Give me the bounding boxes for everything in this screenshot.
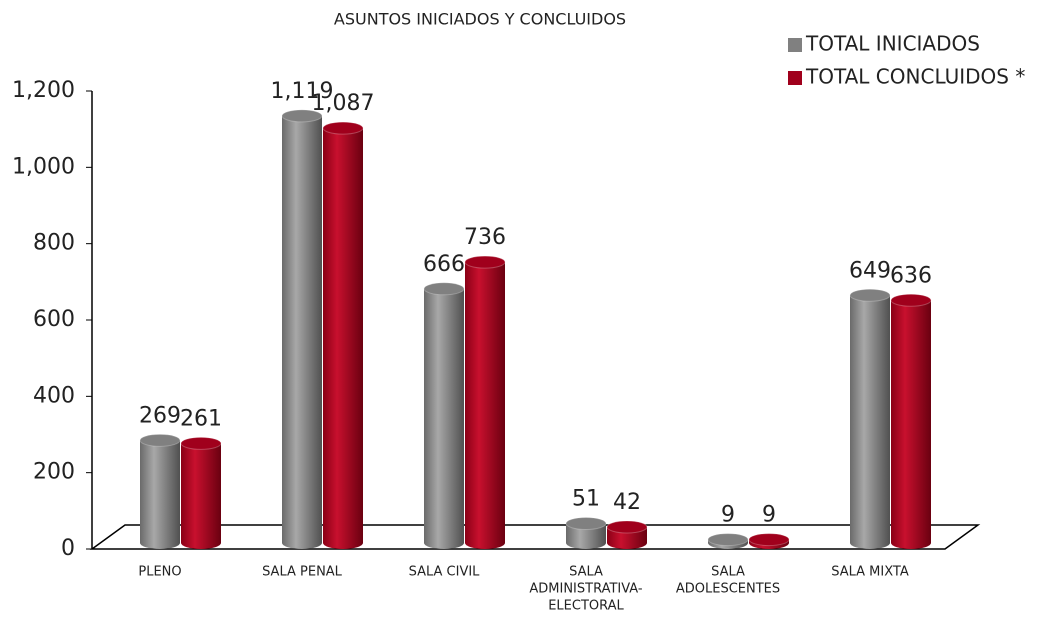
bar-part (424, 288, 464, 543)
data-label: 1,119 (271, 79, 334, 104)
data-label: 736 (464, 225, 506, 250)
y-tick-label: 1,000 (12, 154, 75, 179)
y-tick-label: 800 (33, 231, 75, 256)
bar-part (464, 255, 506, 269)
data-label: 1,087 (312, 91, 375, 116)
bar-part (423, 282, 465, 296)
bar (180, 436, 222, 549)
x-tick-label: SALA MIXTA (831, 565, 909, 580)
bar-part (281, 109, 323, 123)
bar (849, 288, 891, 549)
data-label: 9 (762, 503, 776, 528)
legend-swatch (788, 71, 802, 85)
x-tick-label: SALA (711, 565, 745, 580)
bar (139, 433, 181, 549)
bar (464, 255, 506, 549)
x-tick-label: SALA CIVIL (409, 565, 481, 580)
y-tick-label: 0 (61, 536, 75, 561)
bar (606, 520, 648, 549)
bar-part (748, 533, 790, 547)
bar (890, 293, 932, 549)
chart-title: ASUNTOS INICIADOS Y CONCLUIDOS (334, 10, 626, 29)
bar (281, 109, 323, 549)
y-tick-label: 600 (33, 307, 75, 332)
bar-part (890, 293, 932, 307)
bar-part (180, 436, 222, 450)
bar-part (181, 443, 221, 543)
bar-part (139, 433, 181, 447)
bar (748, 533, 790, 549)
bar-part (849, 288, 891, 302)
bar-part (323, 128, 363, 543)
bar-part (282, 115, 322, 543)
y-tick-label: 200 (33, 460, 75, 485)
data-label: 51 (572, 487, 600, 512)
x-tick-label: SALA PENAL (262, 565, 343, 580)
floor (89, 524, 981, 550)
bar-part (891, 300, 931, 543)
y-tick-label: 400 (33, 383, 75, 408)
x-tick-label: ADOLESCENTES (676, 582, 780, 597)
legend-swatch (788, 38, 802, 52)
legend-label: TOTAL INICIADOS (805, 32, 980, 56)
data-label: 9 (721, 503, 735, 528)
legend-label: TOTAL CONCLUIDOS * (805, 65, 1025, 89)
data-label: 649 (849, 258, 891, 283)
x-tick-label: PLENO (138, 565, 181, 580)
bar (322, 121, 364, 549)
x-tick-label: ADMINISTRATIVA- (529, 582, 643, 597)
bar-part (707, 533, 749, 547)
bar-part (606, 520, 648, 534)
bar-part (322, 121, 364, 135)
bar-part (465, 262, 505, 543)
bar-part (140, 440, 180, 543)
bar-part (565, 517, 607, 531)
bar (707, 533, 749, 549)
data-label: 269 (139, 403, 181, 428)
x-tick-label: ELECTORAL (548, 599, 624, 614)
bar (423, 282, 465, 549)
data-label: 261 (180, 406, 222, 431)
bar (565, 517, 607, 549)
data-label: 636 (890, 263, 932, 288)
y-tick-label: 1,200 (12, 78, 75, 103)
data-label: 666 (423, 252, 465, 277)
x-tick-label: SALA (569, 565, 603, 580)
bar-part (850, 295, 890, 543)
data-label: 42 (613, 490, 641, 515)
